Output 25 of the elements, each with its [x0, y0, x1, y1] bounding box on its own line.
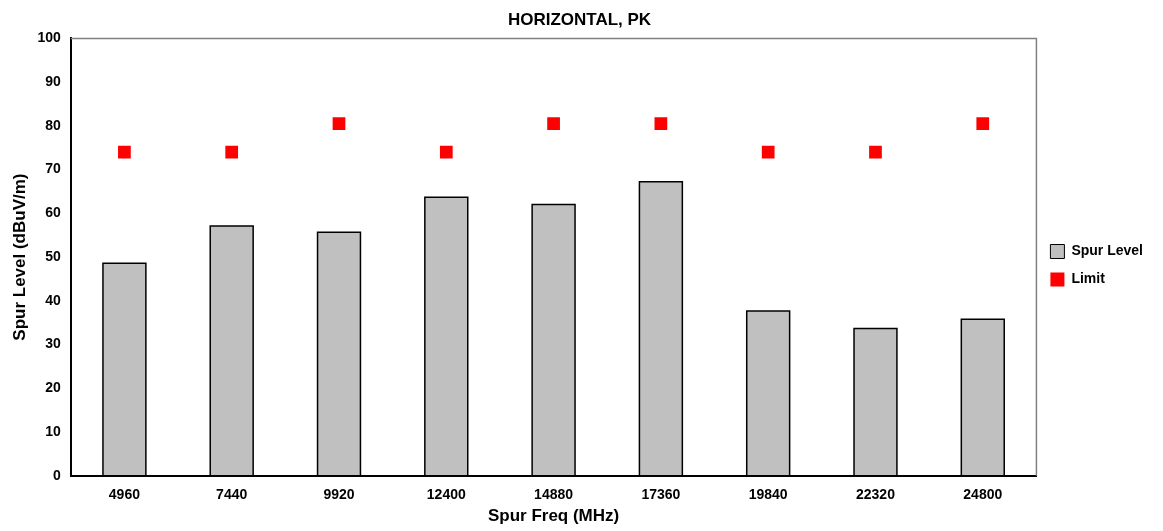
- y-tick-label: 60: [45, 204, 61, 221]
- x-tick-label: 24800: [963, 486, 1003, 503]
- y-tick-label: 80: [45, 116, 61, 133]
- x-tick-label: 19840: [748, 486, 788, 503]
- x-tick-label: 14880: [534, 486, 574, 503]
- x-tick-label: 4960: [108, 486, 141, 503]
- chart-title: HORIZONTAL, PK: [507, 9, 652, 29]
- y-tick-label: 10: [45, 422, 61, 439]
- x-tick-label: 17360: [641, 486, 681, 503]
- y-tick-label: 50: [45, 247, 61, 264]
- y-tick-label: 100: [37, 29, 61, 46]
- x-tick-label: 12400: [426, 486, 466, 503]
- y-axis-title: Spur Level (dBuV/m): [9, 173, 29, 341]
- x-axis-title: Spur Freq (MHz): [487, 506, 620, 526]
- x-tick-label: 9920: [323, 486, 355, 503]
- y-tick-label: 0: [52, 466, 61, 483]
- y-tick-label: 30: [45, 335, 61, 352]
- x-tick-label: 22320: [856, 486, 896, 503]
- y-tick-label: 40: [45, 291, 61, 308]
- legend-label: Limit: [1071, 270, 1106, 287]
- x-tick-label: 7440: [216, 486, 248, 503]
- y-tick-label: 20: [45, 379, 61, 396]
- legend-label: Spur Level: [1071, 242, 1144, 259]
- y-tick-label: 90: [45, 73, 61, 89]
- y-tick-label: 70: [45, 160, 61, 177]
